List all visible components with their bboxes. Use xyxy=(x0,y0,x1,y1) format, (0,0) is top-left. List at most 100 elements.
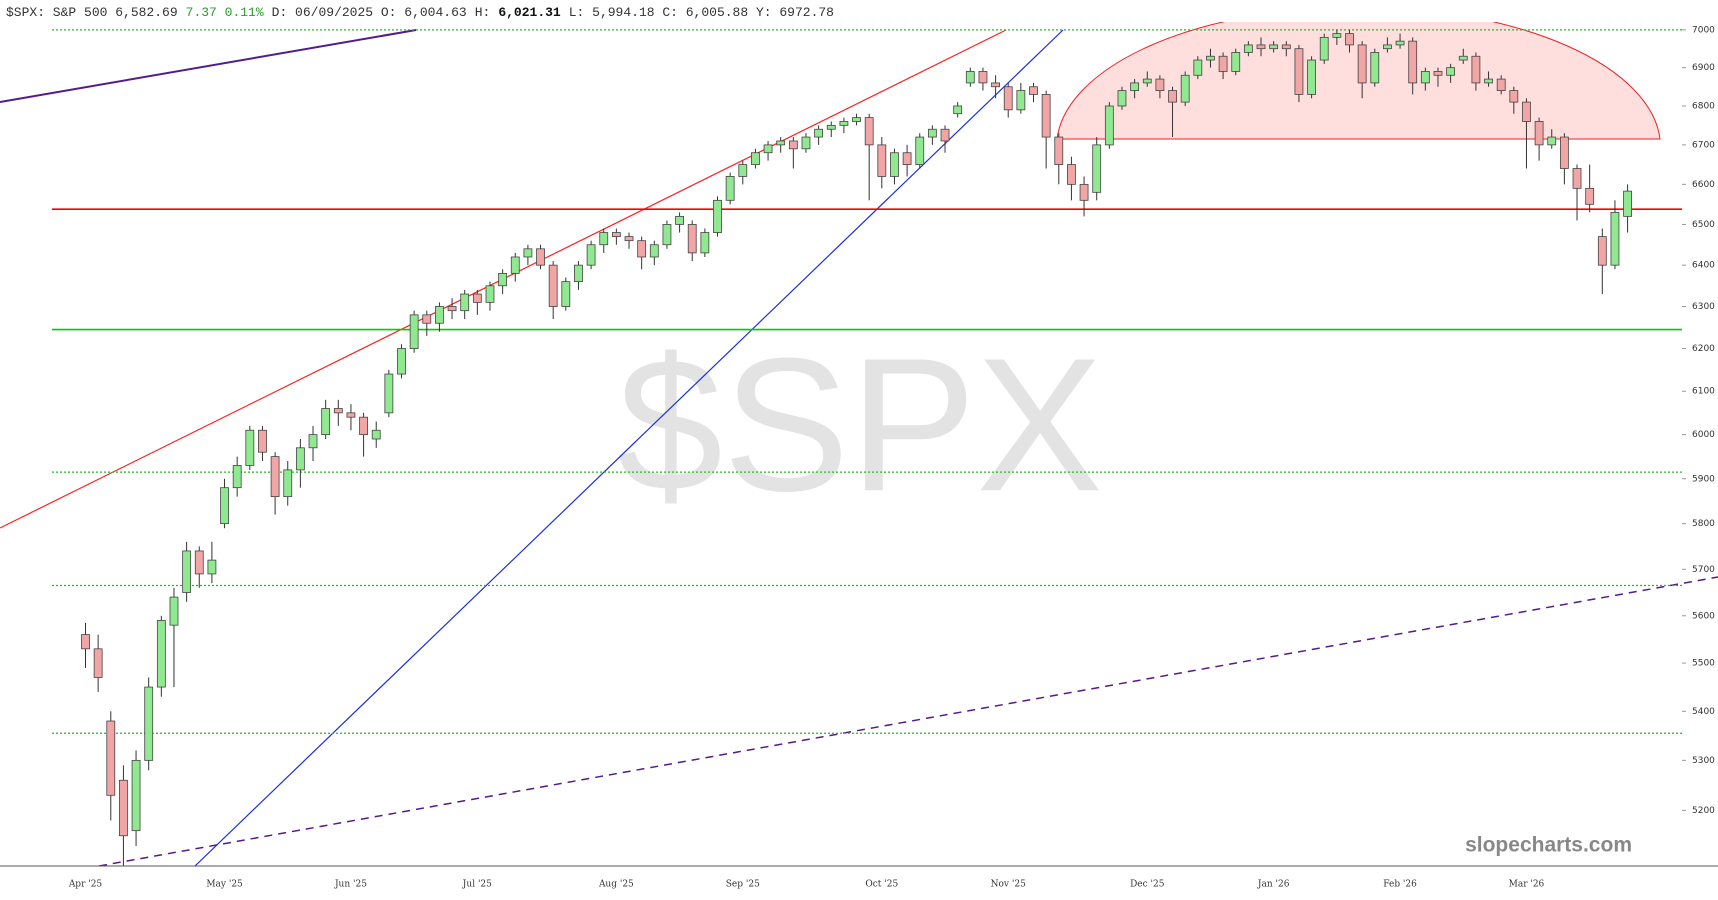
candle-body xyxy=(1269,44,1279,50)
y-tick-label: 5900 xyxy=(1692,474,1715,484)
y-tick-label: 5600 xyxy=(1692,611,1715,621)
candle-body xyxy=(1559,136,1569,169)
header-field: 6,021.31 xyxy=(498,5,561,20)
candle-body xyxy=(106,720,116,796)
candle-body xyxy=(384,373,394,414)
candle-body xyxy=(700,232,710,254)
y-tick-label: 6100 xyxy=(1692,387,1715,397)
candle-body xyxy=(725,176,735,201)
candle-body xyxy=(839,121,849,126)
candle-body xyxy=(447,306,457,312)
trendline xyxy=(194,29,1064,866)
candle-body xyxy=(359,416,368,436)
header-field: 7.37 0.11% xyxy=(186,5,264,20)
candle-body xyxy=(397,348,406,375)
candle-body xyxy=(611,232,621,238)
x-tick-label: Oct '25 xyxy=(865,880,898,890)
candle-body xyxy=(1067,164,1076,185)
candle-body xyxy=(93,648,103,678)
x-tick-label: Aug '25 xyxy=(598,880,634,890)
y-tick-label: 7000 xyxy=(1692,25,1715,35)
y-tick-label: 6500 xyxy=(1692,220,1715,230)
candle-body xyxy=(890,152,899,177)
trendline xyxy=(0,29,417,103)
candle-body xyxy=(763,144,773,154)
candle-body xyxy=(1294,48,1304,95)
candle-body xyxy=(1307,59,1316,95)
candle-body xyxy=(662,224,672,246)
candle-body xyxy=(561,281,571,307)
candle-body xyxy=(1231,52,1241,72)
candle-body xyxy=(738,164,748,177)
x-tick-label: Dec '25 xyxy=(1130,880,1165,890)
candle-body xyxy=(295,447,305,471)
candle-body xyxy=(864,117,874,146)
candle-body xyxy=(675,215,684,225)
candle-body xyxy=(1547,136,1557,146)
candle-body xyxy=(574,264,583,283)
candle-body xyxy=(852,117,861,122)
y-tick-label: 6400 xyxy=(1692,261,1715,271)
trendline xyxy=(98,576,1718,866)
x-tick-label: Mar '26 xyxy=(1509,880,1545,890)
y-tick-label: 5800 xyxy=(1692,519,1715,529)
candle-body xyxy=(902,152,912,165)
y-tick-label: 6000 xyxy=(1692,430,1715,440)
candle-body xyxy=(232,465,242,489)
candle-body xyxy=(485,285,495,303)
axes: 5200 5300 5400 5500 5600 5700 5800 5900 6000 6100… xyxy=(0,25,1718,890)
header-field: L: 5,994.18 C: 6,005.88 Y: 6972.78 xyxy=(569,5,834,20)
x-tick-label: Apr '25 xyxy=(68,880,103,890)
candle-body xyxy=(915,136,925,165)
candle-body xyxy=(371,429,381,440)
candle-body xyxy=(1610,211,1620,266)
candle-body xyxy=(826,124,836,130)
candle-body xyxy=(637,240,647,258)
candle-body xyxy=(1471,55,1481,84)
y-tick-label: 5700 xyxy=(1692,565,1715,575)
x-tick-label: Jul '25 xyxy=(462,880,492,890)
candle-body xyxy=(333,408,343,414)
candle-body xyxy=(1281,44,1291,50)
candle-body xyxy=(498,272,508,287)
candle-body xyxy=(119,779,128,837)
candle-body xyxy=(1029,86,1038,95)
candle-body xyxy=(788,140,798,150)
candle-body xyxy=(536,248,545,266)
candle-body xyxy=(435,306,444,324)
candle-body xyxy=(1522,101,1531,122)
y-tick-label: 6600 xyxy=(1692,180,1715,190)
candle-body xyxy=(220,487,229,525)
candle-body xyxy=(1168,90,1177,103)
candle-body xyxy=(1180,74,1190,103)
watermark: $SPX xyxy=(617,319,1103,531)
header-field: D: 06/09/2025 O: 6,004.63 xyxy=(272,5,467,20)
candle-body xyxy=(308,434,318,449)
y-tick-label: 6800 xyxy=(1692,101,1715,111)
candle-body xyxy=(1142,78,1152,84)
candle-body xyxy=(523,248,533,258)
candle-body xyxy=(599,232,609,246)
x-tick-label: May '25 xyxy=(206,880,243,890)
x-tick-label: Jan '26 xyxy=(1257,880,1290,890)
candle-body xyxy=(1420,71,1430,84)
candle-body xyxy=(1496,78,1506,91)
candle-body xyxy=(1484,78,1493,84)
candle-body xyxy=(649,244,659,258)
candle-body xyxy=(346,412,356,418)
candle-body xyxy=(472,293,482,303)
candle-body xyxy=(1155,78,1165,91)
candle-body xyxy=(1016,90,1026,111)
candle-body xyxy=(1357,44,1367,84)
candle-body xyxy=(460,293,470,312)
candle-body xyxy=(207,559,217,575)
candle-body xyxy=(409,314,419,349)
candle-body xyxy=(776,140,786,146)
candle-body xyxy=(1218,55,1228,72)
candle-body xyxy=(1243,44,1253,53)
x-tick-label: Nov '25 xyxy=(991,880,1026,890)
candle-body xyxy=(1092,144,1102,193)
candle-body xyxy=(801,136,811,150)
candle-body xyxy=(1370,52,1380,84)
